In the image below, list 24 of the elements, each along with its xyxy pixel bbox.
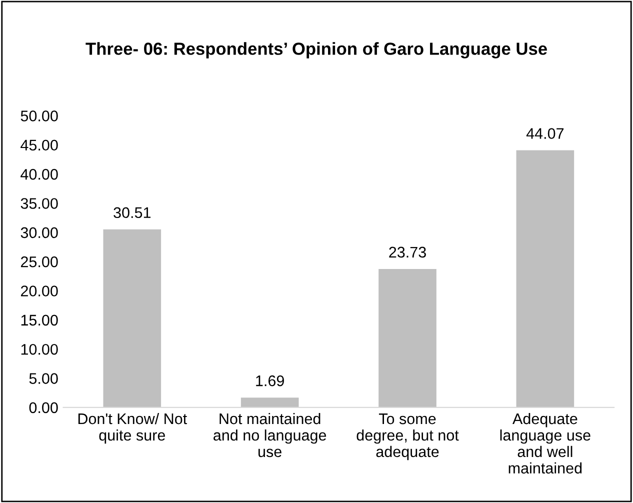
y-tick-label: 25.00 xyxy=(20,256,58,268)
y-tick-label: 10.00 xyxy=(21,344,58,355)
y-tick-label: 15.00 xyxy=(21,314,58,326)
data-label: 44.07 xyxy=(526,128,564,139)
x-tick-label: Not maintained and no language use xyxy=(214,412,326,458)
bar xyxy=(103,229,162,408)
bar xyxy=(378,268,436,408)
x-tick-label: Adequate language use and well maintained xyxy=(500,412,590,474)
y-tick-label: 20.00 xyxy=(20,286,58,296)
y-tick-label: 45.00 xyxy=(20,140,58,151)
y-tick-label: 5.00 xyxy=(29,373,58,384)
y-tick-label: 0.00 xyxy=(29,402,58,414)
bar xyxy=(516,150,574,408)
bar xyxy=(240,398,299,408)
data-label: 23.73 xyxy=(389,246,426,258)
x-tick-label: To some degree, but not adequate xyxy=(356,414,459,460)
y-tick-label: 50.00 xyxy=(20,110,58,122)
data-label: 1.69 xyxy=(256,375,284,386)
y-tick-label: 30.00 xyxy=(20,227,58,238)
data-label: 30.51 xyxy=(114,207,151,218)
x-tick-label: Don't Know/ Not quite sure xyxy=(78,412,187,444)
chart-title: Three- 06: Respondents’ Opinion of Garo Language Use xyxy=(86,42,547,58)
y-tick-label: 40.00 xyxy=(20,168,58,180)
y-tick-label: 35.00 xyxy=(20,198,58,209)
